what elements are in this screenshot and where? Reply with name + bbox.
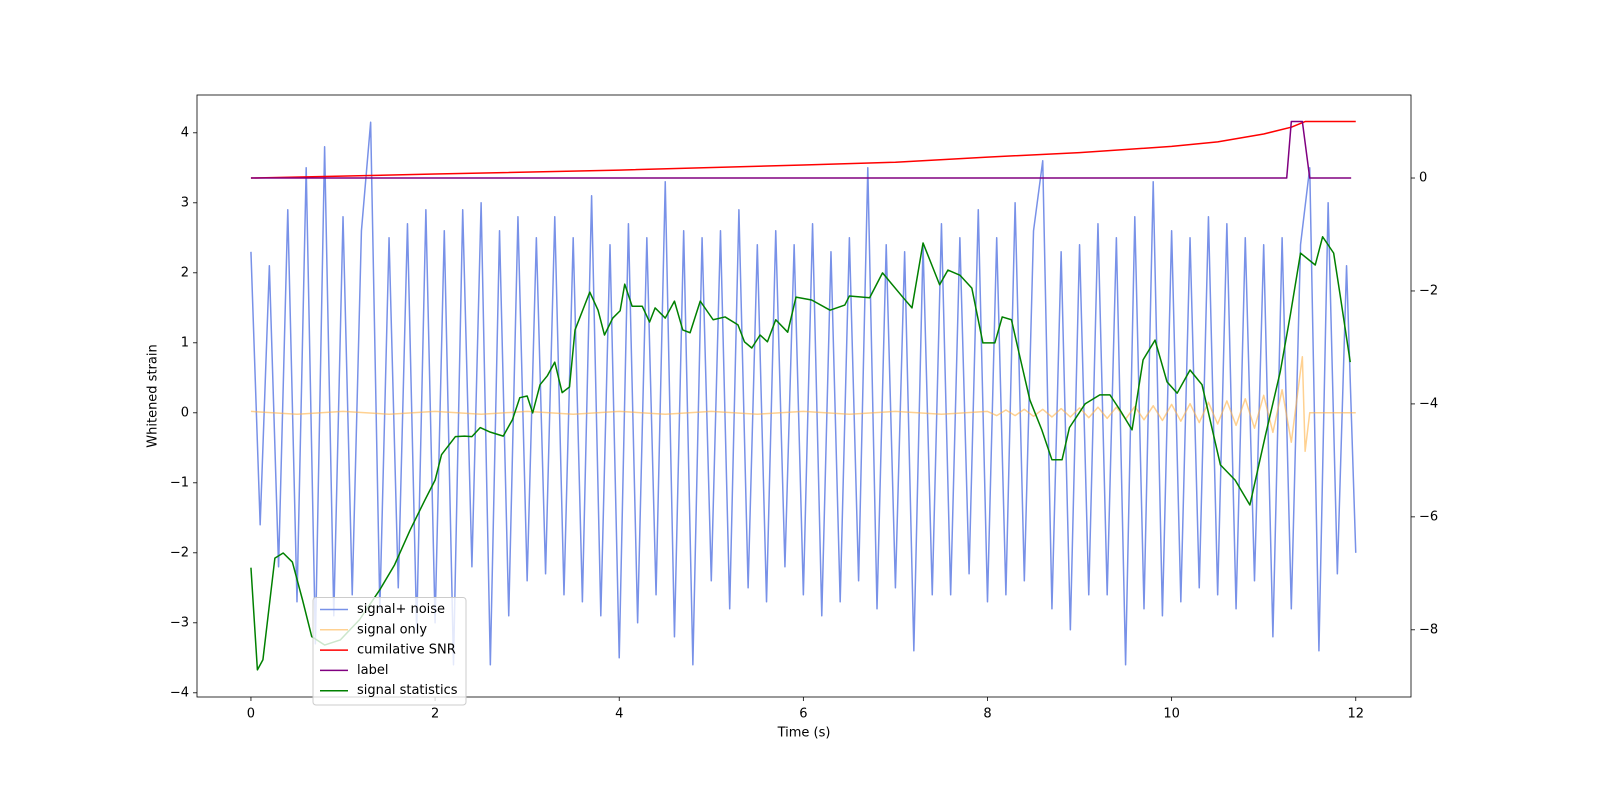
x-tick-label: 4: [615, 707, 623, 722]
x-axis-label: Time (s): [777, 726, 831, 741]
x-tick-label: 6: [799, 707, 807, 722]
plot-lines: [250, 120, 1357, 671]
y-tick-label: −3: [170, 615, 189, 630]
x-tick-label: 12: [1347, 707, 1364, 722]
x-tick-label: 0: [247, 707, 255, 722]
y-tick-label: 0: [181, 405, 189, 420]
x-tick-label: 2: [431, 707, 439, 722]
y-axis-label: Whitened strain: [146, 344, 161, 447]
legend-label: signal statistics: [357, 683, 458, 698]
legend-label: signal+ noise: [357, 602, 445, 617]
y2-tick-label: −8: [1419, 622, 1438, 637]
series-line: [250, 356, 1356, 453]
legend-label: label: [357, 663, 388, 678]
y-tick-label: 1: [181, 335, 189, 350]
series-line: [250, 121, 1357, 666]
y-tick-label: 3: [181, 195, 189, 210]
legend-box: [312, 597, 467, 706]
y-tick-label: −1: [170, 475, 189, 490]
y2-tick-label: 0: [1419, 171, 1427, 186]
series-line: [250, 120, 1356, 179]
x-tick-label: 8: [983, 707, 991, 722]
x-tick-label: 10: [1163, 707, 1180, 722]
legend: signal+ noise signal only cumilative SNR la…: [312, 597, 467, 706]
series-line: [250, 120, 1352, 179]
y-tick-label: 2: [181, 265, 189, 280]
y2-tick-label: −6: [1419, 509, 1438, 524]
legend-label: cumilative SNR: [357, 643, 456, 658]
y-tick-label: 4: [181, 125, 189, 140]
y2-tick-label: −4: [1419, 396, 1438, 411]
legend-label: signal only: [357, 622, 427, 637]
y2-tick-label: −2: [1419, 283, 1438, 298]
series-line: [250, 236, 1351, 671]
plot-frame: [196, 94, 1412, 698]
y-tick-label: −4: [170, 685, 189, 700]
y-tick-label: −2: [170, 545, 189, 560]
